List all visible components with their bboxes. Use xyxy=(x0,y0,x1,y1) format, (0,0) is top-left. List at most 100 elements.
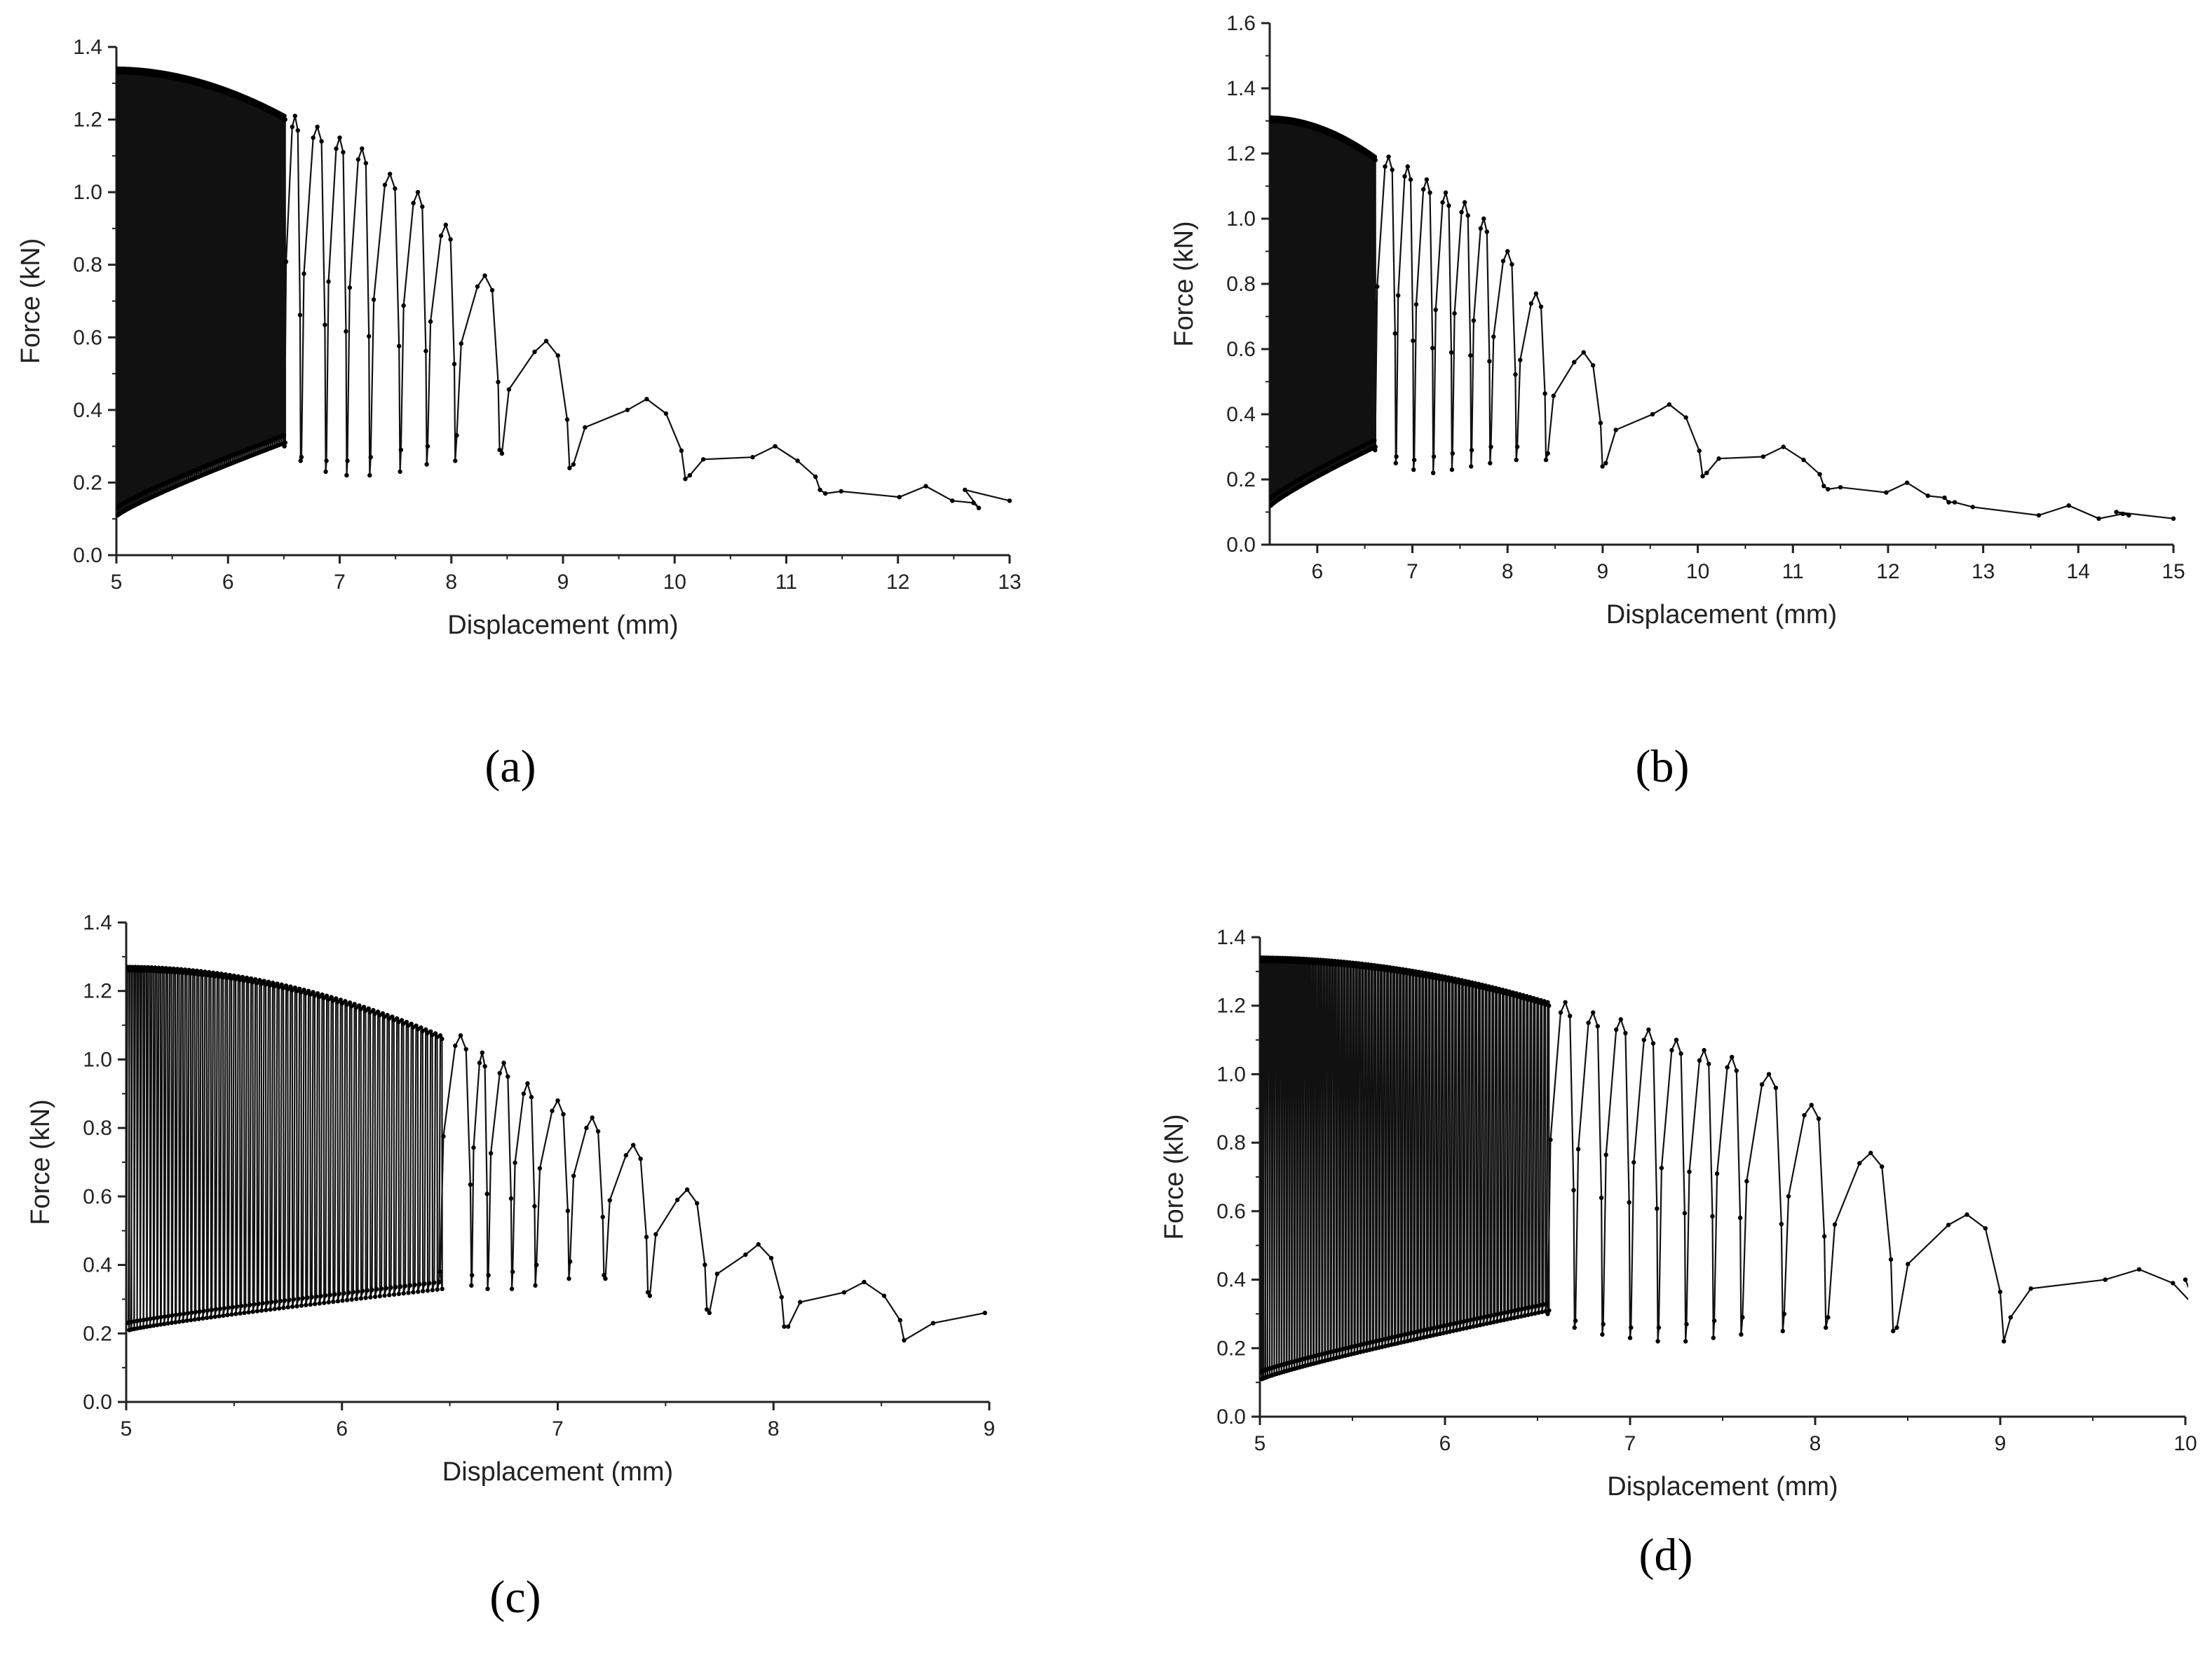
data-point xyxy=(1395,293,1401,298)
data-point xyxy=(743,1252,748,1258)
data-point xyxy=(425,444,430,449)
data-point xyxy=(550,1108,555,1113)
data-point xyxy=(192,1317,198,1322)
data-point xyxy=(396,1291,402,1297)
data-point xyxy=(1667,402,1672,407)
data-point xyxy=(486,1273,491,1278)
data-point xyxy=(1448,350,1454,355)
chart-panel-d: 0.0 0.2 0.4 0.6 0.8 1.0 1.2 1.4 5 6 7 8 9 10 Displacem… xyxy=(1160,926,2197,1501)
data-point xyxy=(398,469,402,475)
data-point xyxy=(344,1297,350,1302)
data-point xyxy=(571,1173,576,1178)
data-point xyxy=(332,1292,337,1297)
data-point xyxy=(1773,1085,1779,1091)
data-point xyxy=(238,1311,243,1316)
y-tick-label: 0.0 xyxy=(1216,1405,1246,1429)
data-point xyxy=(1740,1315,1745,1320)
data-point xyxy=(1468,1317,1474,1322)
data-point xyxy=(1529,1312,1534,1316)
x-tick-label: 9 xyxy=(557,571,569,594)
data-point xyxy=(1517,992,1522,997)
data-point xyxy=(180,970,186,975)
data-point xyxy=(1650,1041,1656,1046)
data-point xyxy=(349,1297,354,1302)
data-point xyxy=(1646,1027,1651,1033)
x-tick-label: 7 xyxy=(552,1417,564,1440)
data-point xyxy=(768,1255,774,1261)
y-tick-label: 1.0 xyxy=(83,1048,112,1071)
data-point xyxy=(509,1286,515,1291)
data-point xyxy=(923,484,928,489)
panel-label: (c) xyxy=(489,1572,541,1623)
data-point xyxy=(1710,1213,1715,1219)
data-point xyxy=(1538,1302,1542,1308)
data-point xyxy=(344,472,349,478)
data-point xyxy=(1488,1313,1494,1318)
data-point xyxy=(270,980,276,986)
data-point xyxy=(497,447,502,453)
data-point xyxy=(1393,461,1398,465)
data-point xyxy=(165,1321,170,1326)
data-point xyxy=(1524,1305,1528,1311)
data-point xyxy=(1627,1335,1633,1340)
data-point xyxy=(644,1234,649,1239)
data-point xyxy=(212,1314,217,1319)
data-point xyxy=(1997,1289,2003,1295)
y-tick-label: 0.8 xyxy=(83,1117,112,1140)
data-point xyxy=(1486,984,1491,989)
data-point xyxy=(1459,210,1464,214)
data-point xyxy=(177,970,182,975)
data-point xyxy=(435,1287,440,1292)
data-point xyxy=(704,1307,710,1312)
x-axis-label: Displacement (mm) xyxy=(442,1457,673,1487)
data-point xyxy=(1786,1194,1791,1199)
data-point xyxy=(537,1166,543,1171)
data-point xyxy=(1880,1164,1885,1169)
data-point xyxy=(154,969,159,974)
data-point xyxy=(210,970,216,975)
data-point xyxy=(1491,1319,1496,1325)
data-point xyxy=(177,1312,182,1317)
data-point xyxy=(172,969,178,975)
data-point xyxy=(1817,472,1822,477)
data-point xyxy=(471,1145,476,1150)
data-point xyxy=(2036,512,2042,518)
data-point xyxy=(1618,1017,1623,1022)
data-point xyxy=(219,972,224,976)
x-tick-label: 11 xyxy=(1782,560,1804,583)
data-point xyxy=(246,1309,251,1315)
data-point xyxy=(1463,979,1468,983)
data-point xyxy=(1524,994,1529,999)
data-point xyxy=(1716,456,1721,461)
y-tick-label: 0.4 xyxy=(83,1254,112,1277)
data-point xyxy=(394,1016,400,1021)
data-point xyxy=(234,1304,240,1309)
data-point xyxy=(1603,1152,1608,1157)
data-point xyxy=(396,343,402,348)
data-point xyxy=(253,976,258,982)
data-point xyxy=(1505,1316,1510,1322)
data-point xyxy=(1906,1262,1911,1267)
data-point xyxy=(365,1288,370,1293)
data-point xyxy=(590,1115,595,1120)
data-point xyxy=(468,1182,473,1187)
x-tick-label: 8 xyxy=(445,571,457,594)
data-point xyxy=(299,1303,304,1308)
data-point xyxy=(1477,1323,1483,1328)
data-point xyxy=(1405,164,1410,169)
data-point xyxy=(306,988,311,994)
data-point xyxy=(1816,1116,1821,1122)
data-point xyxy=(1545,1000,1550,1005)
data-point xyxy=(301,988,306,993)
data-point xyxy=(422,1281,427,1286)
data-point xyxy=(1575,1147,1581,1152)
data-point xyxy=(976,505,982,510)
data-point xyxy=(276,1306,282,1311)
data-point xyxy=(149,965,154,970)
data-point xyxy=(1484,1321,1489,1326)
data-point xyxy=(1581,350,1586,355)
data-point xyxy=(1759,1082,1765,1087)
data-point xyxy=(583,425,588,430)
data-point xyxy=(194,968,200,974)
data-point xyxy=(1373,444,1378,449)
